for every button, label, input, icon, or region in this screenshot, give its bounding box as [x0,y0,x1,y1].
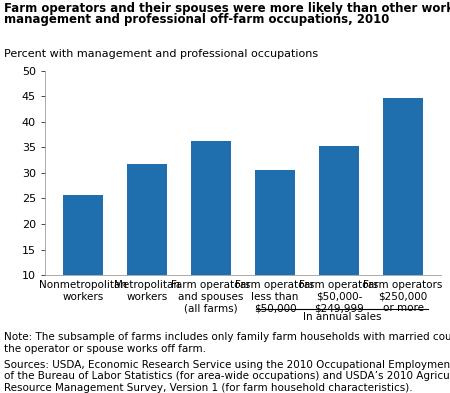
Bar [255,170,295,326]
Text: Farm operators and their spouses were more likely than other workers to have: Farm operators and their spouses were mo… [4,2,450,15]
Bar [63,195,103,326]
Text: In annual sales: In annual sales [303,312,381,321]
Text: Percent with management and professional occupations: Percent with management and professional… [4,49,319,59]
Text: Sources: USDA, Economic Research Service using the 2010 Occupational Employment : Sources: USDA, Economic Research Service… [4,360,450,393]
Text: management and professional off-farm occupations, 2010: management and professional off-farm occ… [4,13,390,26]
Bar [383,98,423,326]
Bar [127,164,167,326]
Bar [319,146,359,326]
Bar [191,141,231,326]
Text: Note: The subsample of farms includes only family farm households with married c: Note: The subsample of farms includes on… [4,332,450,354]
